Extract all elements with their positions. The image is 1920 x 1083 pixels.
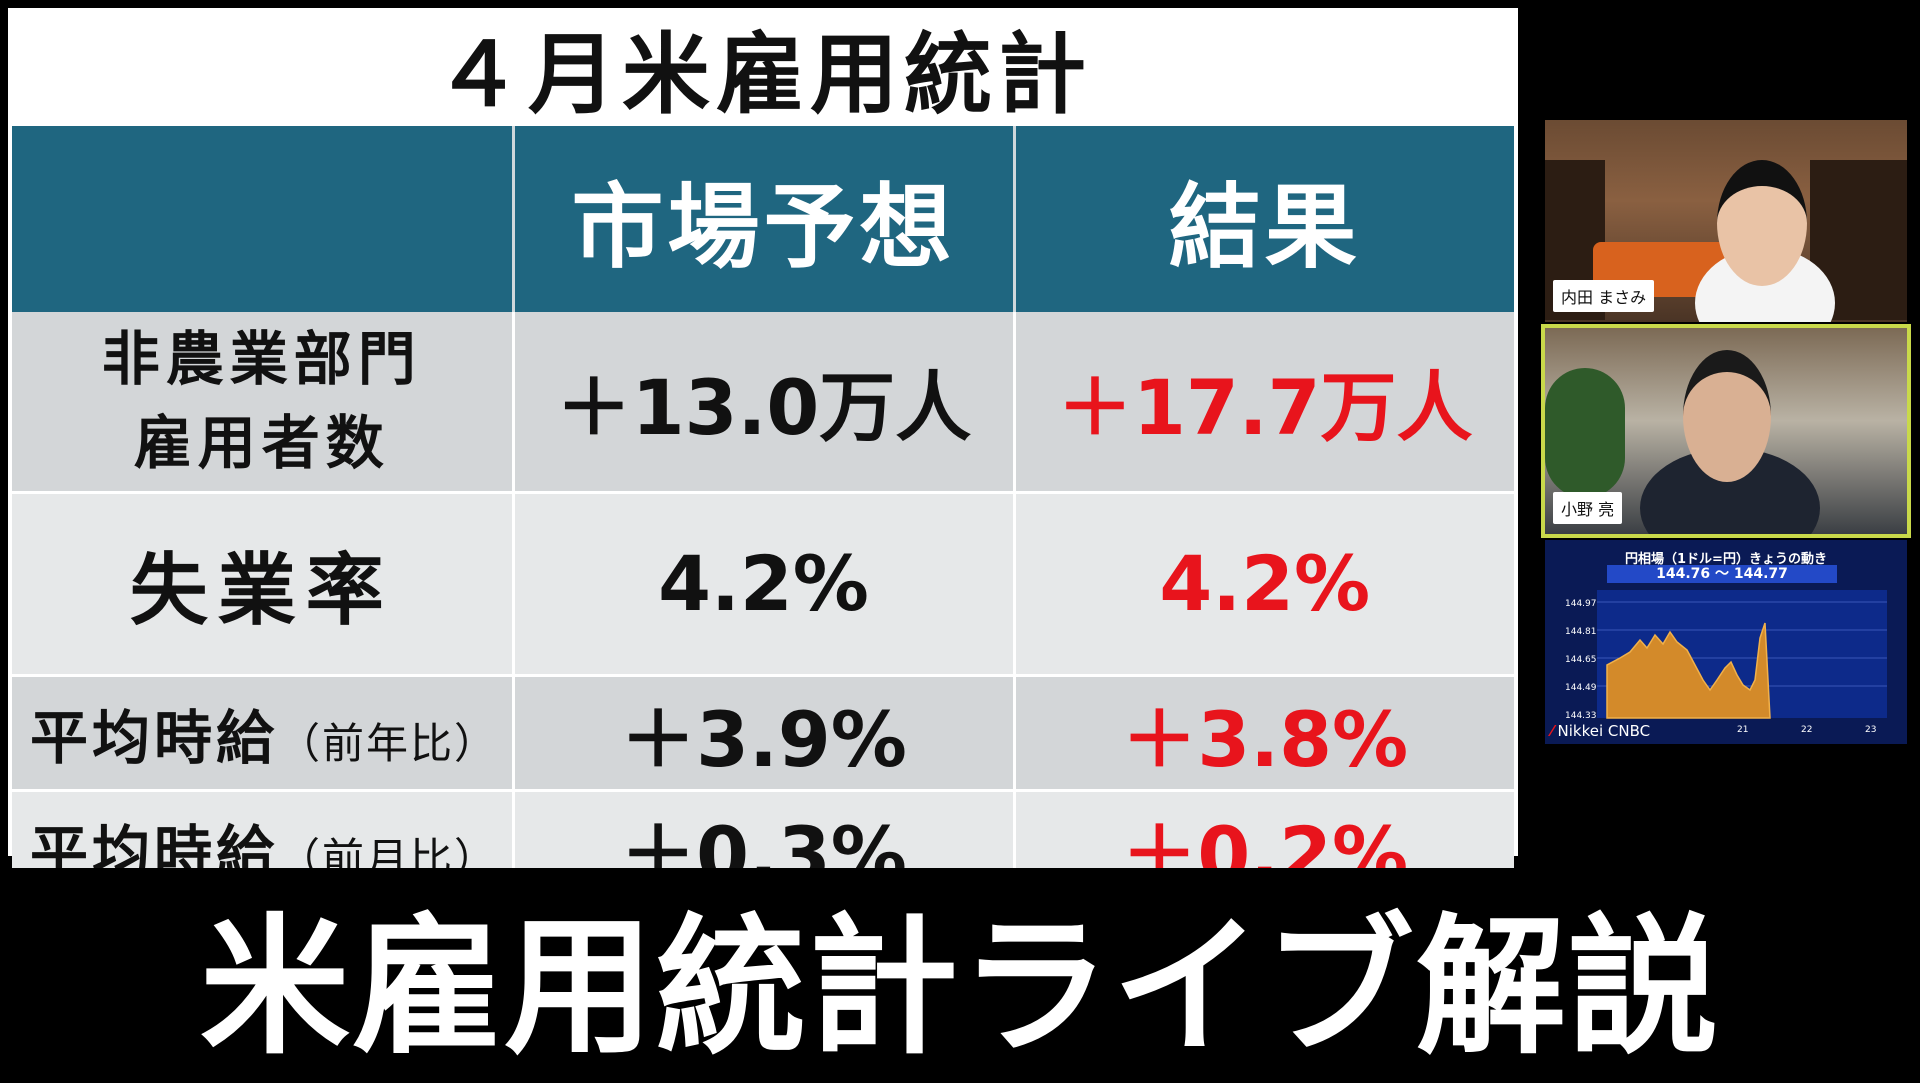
broadcaster-name: Nikkei CNBC	[1557, 722, 1651, 740]
presentation-slide: ４月米雇用統計 市場予想 結果 非農業部門 雇用者数 ＋13.0万人 ＋17.7…	[8, 8, 1518, 907]
row-label-nonfarm: 非農業部門 雇用者数	[12, 312, 515, 494]
x-tick-label: 21	[1737, 725, 1748, 735]
price-area	[1606, 622, 1771, 719]
broadcaster-logo: ⁄ Nikkei CNBC	[1551, 722, 1650, 740]
row-label-wage-yoy: 平均時給（前年比）	[12, 675, 515, 792]
person-face	[1683, 350, 1771, 482]
forecast-nonfarm: ＋13.0万人	[513, 312, 1016, 494]
participant-name-tag: 小野 亮	[1553, 492, 1623, 524]
result-unemployment: 4.2%	[1014, 492, 1514, 677]
table-header-row: 市場予想 結果	[12, 126, 1514, 312]
slide-title: ４月米雇用統計	[433, 22, 1092, 126]
result-nonfarm: ＋17.7万人	[1014, 312, 1514, 494]
employment-stats-table: 市場予想 結果 非農業部門 雇用者数 ＋13.0万人 ＋17.7万人 失業率 4…	[12, 126, 1514, 907]
market-chart-range: 144.76 ～ 144.77	[1607, 565, 1837, 583]
row-label-line1: 非農業部門	[101, 325, 422, 394]
y-tick-label: 144.49	[1565, 683, 1597, 693]
header-result: 結果	[1014, 126, 1514, 312]
market-chart-panel: 円相場（1ドル=円）きょうの動き 144.76 ～ 144.77 144.97 …	[1545, 540, 1907, 744]
participant-video-uchida[interactable]: 内田 まさみ	[1545, 120, 1907, 322]
result-wage-yoy: ＋3.8%	[1014, 675, 1514, 792]
participant-video-ono[interactable]: 小野 亮	[1541, 324, 1911, 538]
y-tick-label: 144.65	[1565, 655, 1597, 665]
row-label-unemployment: 失業率	[12, 492, 515, 677]
person-face	[1717, 160, 1807, 286]
row-label-line2: 雇用者数	[133, 409, 390, 478]
forecast-wage-yoy: ＋3.9%	[513, 675, 1016, 792]
row-label-text: 平均時給	[30, 703, 279, 772]
x-tick-label: 22	[1801, 725, 1812, 735]
header-blank	[12, 126, 515, 312]
forecast-unemployment: 4.2%	[513, 492, 1016, 677]
header-forecast: 市場予想	[513, 126, 1016, 312]
usd-jpy-chart: 144.97 144.81 144.65 144.49 144.33 21 22…	[1565, 590, 1887, 735]
y-tick-label: 144.81	[1565, 627, 1597, 637]
table-row-unemployment: 失業率 4.2% 4.2%	[12, 492, 1514, 677]
table-row-nonfarm: 非農業部門 雇用者数 ＋13.0万人 ＋17.7万人	[12, 312, 1514, 494]
participant-name-tag: 内田 まさみ	[1553, 280, 1655, 312]
market-chart-title: 円相場（1ドル=円）きょうの動き	[1625, 552, 1827, 567]
table-row-wage-yoy: 平均時給（前年比） ＋3.9% ＋3.8%	[12, 675, 1514, 792]
y-tick-label: 144.97	[1565, 599, 1597, 609]
plant	[1545, 368, 1625, 498]
peacock-icon: ⁄	[1551, 722, 1554, 740]
video-caption: 米雇用統計ライブ解説	[0, 868, 1920, 1080]
row-label-note: （前年比）	[278, 718, 499, 768]
y-tick-label: 144.33	[1565, 711, 1597, 721]
x-tick-label: 23	[1865, 725, 1876, 735]
